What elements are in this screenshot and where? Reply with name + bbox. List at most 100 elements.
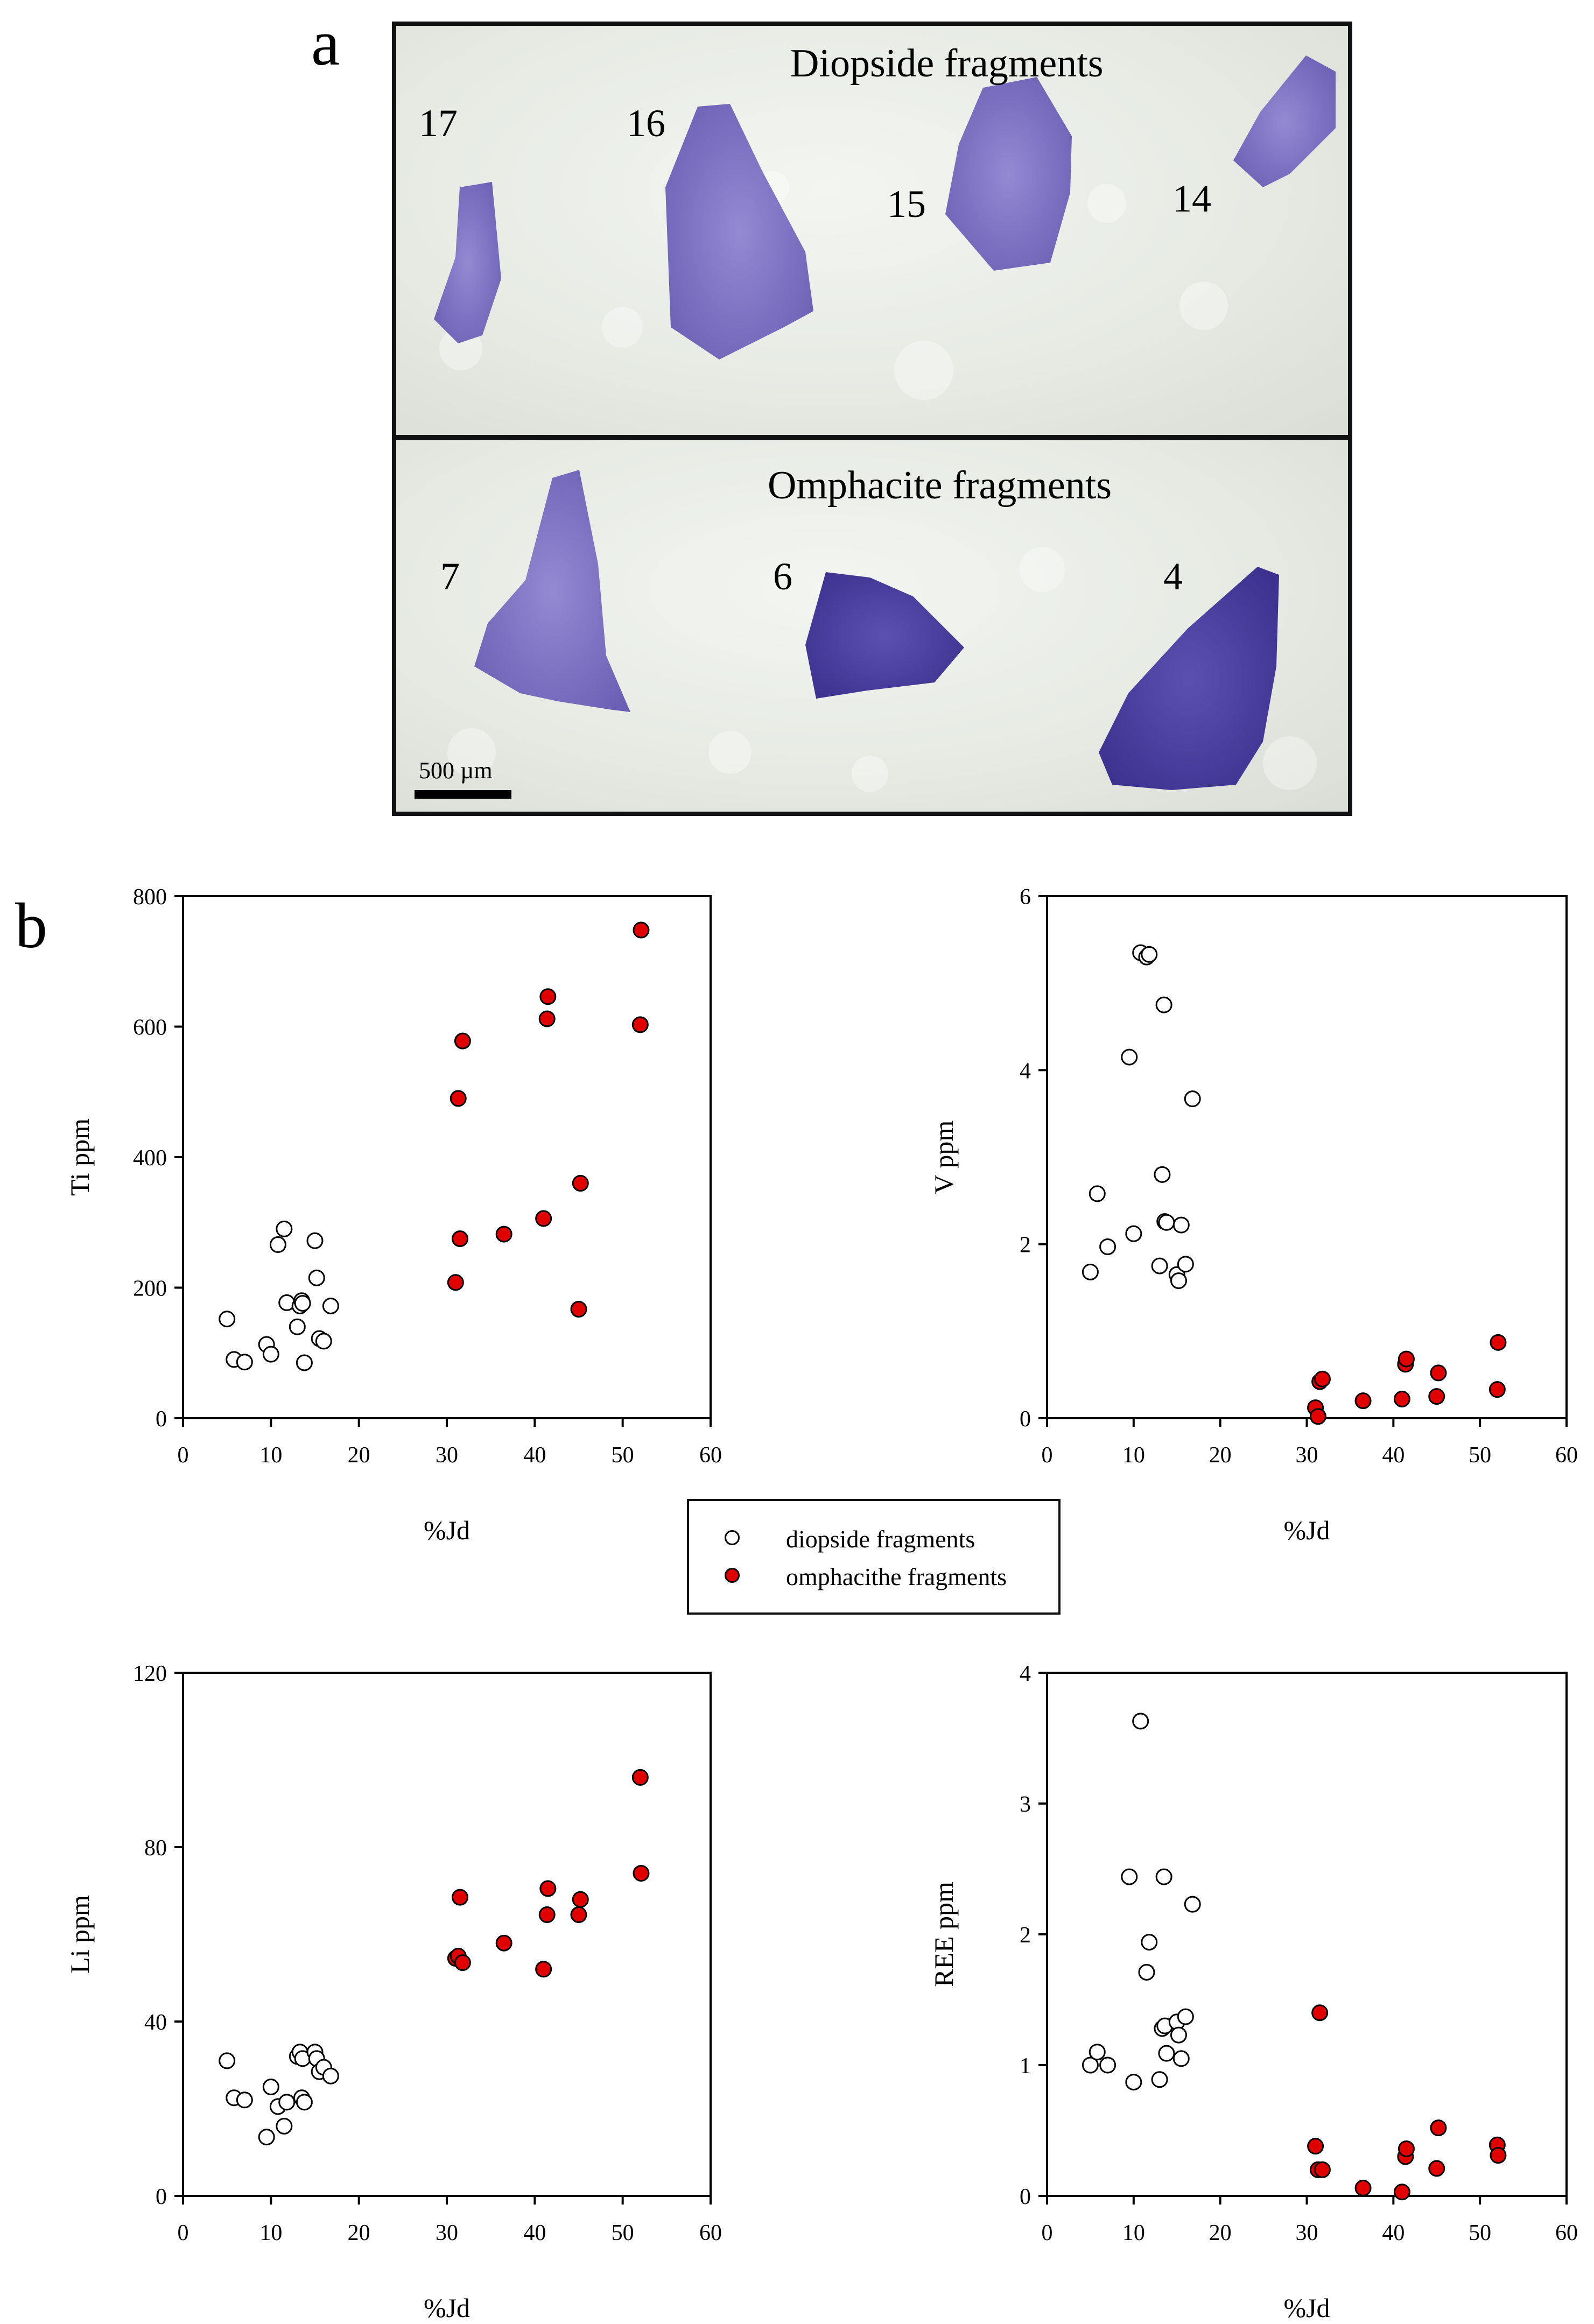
omphacite-photo: Omphacite fragments 7 6 4 500 µm — [396, 440, 1348, 812]
li-point-diopside-0 — [219, 2052, 236, 2069]
ti-point-omphacite-10 — [631, 1016, 649, 1033]
ti-point-omphacite-6 — [538, 1010, 556, 1027]
ree-ytick-label-0: 0 — [1020, 2185, 1031, 2209]
li-xtick-label-5: 50 — [612, 2221, 634, 2245]
ree-point-omphacite-7 — [1398, 2140, 1415, 2158]
v-xtick-label-1: 10 — [1122, 1443, 1145, 1468]
ti-point-omphacite-11 — [633, 921, 650, 939]
ree-ytick-label-4: 4 — [1020, 1661, 1031, 1686]
ree-plot-frame — [1046, 1672, 1568, 2197]
ti-xtick-label-2: 20 — [348, 1443, 370, 1468]
ree-point-omphacite-2 — [1311, 2004, 1329, 2022]
ti-point-diopside-12 — [296, 1354, 313, 1371]
li-ylabel: Li ppm — [65, 1895, 95, 1974]
v-point-omphacite-11 — [1490, 1334, 1507, 1351]
li-xtick-label-4: 40 — [523, 2221, 546, 2245]
ti-xtick-label-0: 0 — [178, 1443, 189, 1468]
ti-point-omphacite-9 — [572, 1175, 589, 1192]
li-xtick-label-0: 0 — [178, 2221, 189, 2245]
v-point-diopside-7 — [1141, 946, 1158, 963]
diopside-photo: Diopside fragments 17 16 15 14 — [396, 26, 1348, 435]
ree-point-diopside-14 — [1170, 2026, 1187, 2044]
li-point-omphacite-6 — [538, 1906, 556, 1924]
v-ytick-label-1: 2 — [1020, 1233, 1031, 1258]
li-xtick-label-6: 60 — [699, 2221, 722, 2245]
legend-item-omphacite: omphacithe fragments — [689, 1558, 1058, 1596]
legend: diopside fragments omphacithe fragments — [687, 1499, 1061, 1615]
legend-label-omphacite: omphacithe fragments — [786, 1563, 1007, 1590]
ti-point-diopside-13 — [306, 1232, 324, 1249]
li-point-omphacite-9 — [572, 1891, 589, 1908]
panel-label-b: b — [15, 890, 47, 961]
ree-point-diopside-5 — [1132, 1713, 1149, 1730]
v-point-diopside-17 — [1184, 1090, 1201, 1108]
fragment-number-14: 14 — [1172, 177, 1211, 220]
ree-xtick-label-1: 10 — [1122, 2221, 1145, 2245]
fragment-number-6: 6 — [773, 555, 792, 598]
v-point-diopside-10 — [1155, 996, 1172, 1013]
legend-marker-diopside — [725, 1530, 740, 1545]
v-ytick-label-3: 6 — [1020, 885, 1031, 910]
ti-xtick-label-3: 30 — [436, 1443, 458, 1468]
li-ytick-label-1: 40 — [144, 2010, 167, 2035]
ree-point-diopside-16 — [1177, 2008, 1194, 2025]
fragment-4 — [1099, 567, 1279, 790]
v-point-omphacite-3 — [1314, 1370, 1331, 1388]
li-xlabel: %Jd — [424, 2293, 470, 2323]
ree-point-omphacite-3 — [1314, 2161, 1331, 2178]
li-point-diopside-3 — [258, 2129, 275, 2146]
ti-point-diopside-5 — [269, 1236, 286, 1253]
fragment-number-15: 15 — [887, 182, 926, 226]
fragment-7 — [474, 470, 630, 712]
ree-point-omphacite-11 — [1490, 2147, 1507, 2164]
li-point-diopside-6 — [276, 2117, 293, 2135]
v-point-diopside-9 — [1154, 1166, 1171, 1183]
li-xtick-label-3: 30 — [436, 2221, 458, 2245]
ti-point-omphacite-5 — [535, 1210, 552, 1227]
v-point-omphacite-9 — [1430, 1364, 1447, 1382]
v-point-omphacite-5 — [1393, 1390, 1410, 1407]
li-point-omphacite-11 — [633, 1865, 650, 1882]
v-point-diopside-1 — [1089, 1185, 1106, 1202]
ti-ytick-label-3: 600 — [133, 1016, 167, 1040]
v-point-omphacite-10 — [1488, 1381, 1506, 1398]
ti-point-diopside-11 — [294, 1295, 311, 1312]
li-point-omphacite-5 — [535, 1961, 552, 1978]
ree-point-diopside-15 — [1172, 2050, 1190, 2067]
ti-xtick-label-6: 60 — [699, 1443, 722, 1468]
li-point-omphacite-4 — [495, 1934, 512, 1952]
ree-ylabel: REE ppm — [929, 1882, 959, 1987]
li-point-diopside-17 — [322, 2067, 339, 2084]
ti-point-omphacite-0 — [447, 1274, 464, 1291]
ti-point-diopside-14 — [308, 1269, 325, 1286]
ree-xlabel: %Jd — [1283, 2293, 1330, 2323]
ree-point-omphacite-5 — [1393, 2184, 1410, 2201]
ree-xtick-label-3: 30 — [1296, 2221, 1318, 2245]
ti-xtick-label-4: 40 — [523, 1443, 546, 1468]
v-point-diopside-16 — [1177, 1256, 1194, 1273]
scale-bar-label: 500 µm — [419, 757, 493, 784]
ti-point-diopside-8 — [289, 1318, 306, 1335]
fragment-6 — [805, 572, 964, 699]
ti-point-omphacite-8 — [570, 1301, 587, 1318]
ti-ylabel: Ti ppm — [65, 1118, 95, 1196]
ree-point-diopside-17 — [1184, 1896, 1201, 1913]
ree-xtick-label-0: 0 — [1042, 2221, 1053, 2245]
fragment-16 — [665, 104, 813, 360]
v-point-diopside-15 — [1172, 1216, 1190, 1234]
li-point-omphacite-7 — [539, 1880, 557, 1897]
ree-point-omphacite-9 — [1430, 2119, 1447, 2137]
v-xtick-label-0: 0 — [1042, 1443, 1053, 1468]
ti-point-diopside-17 — [322, 1297, 339, 1314]
fragment-number-4: 4 — [1163, 555, 1183, 598]
diopside-title: Diopside fragments — [790, 41, 1104, 86]
ti-ytick-label-1: 200 — [133, 1277, 167, 1301]
v-point-diopside-0 — [1082, 1263, 1099, 1280]
ti-point-diopside-6 — [276, 1220, 293, 1237]
omphacite-title: Omphacite fragments — [768, 463, 1112, 508]
fragment-number-17: 17 — [419, 102, 458, 145]
ti-xtick-label-5: 50 — [612, 1443, 634, 1468]
li-ytick-label-2: 80 — [144, 1836, 167, 1861]
